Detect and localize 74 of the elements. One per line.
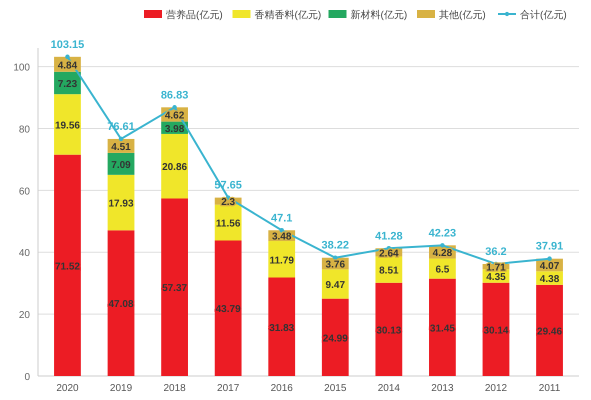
data-label: 7.23	[58, 78, 78, 90]
data-label: 17.93	[108, 198, 134, 210]
point	[65, 54, 70, 60]
data-label: 7.09	[111, 160, 132, 171]
data-label: 11.56	[216, 218, 241, 230]
data-label: 3.76	[326, 260, 346, 271]
data-label: 11.79	[269, 255, 294, 266]
y-tick-label: 40	[18, 248, 30, 260]
x-tick-label: 2011	[538, 383, 561, 394]
legend-label: 香精香料(亿元)	[254, 9, 322, 21]
data-label: 4.07	[540, 260, 560, 272]
x-tick-label: 2015	[324, 383, 347, 394]
point	[440, 243, 445, 248]
data-label: 2.3	[221, 197, 236, 208]
data-label: 6.5	[435, 264, 450, 276]
data-label: 36.2	[485, 246, 507, 258]
x-tick-label: 2012	[484, 383, 508, 394]
legend-label: 新材料(亿元)	[350, 9, 408, 21]
bar	[536, 284, 563, 376]
bar	[214, 240, 242, 376]
point	[547, 256, 552, 261]
point	[118, 136, 124, 142]
x-tick-label: 2014	[378, 383, 400, 394]
data-label: 103.15	[50, 38, 84, 51]
data-label: 71.52	[54, 261, 80, 272]
data-label: 57.37	[162, 283, 188, 294]
data-label: 41.28	[375, 230, 403, 242]
data-label: 24.99	[322, 333, 348, 344]
data-label: 9.47	[326, 280, 346, 292]
y-tick-label: 20	[18, 310, 30, 322]
x-tick-label: 2016	[270, 383, 294, 394]
data-label: 4.35	[486, 272, 506, 284]
data-label: 4.28	[432, 248, 453, 259]
data-label: 38.22	[322, 240, 350, 252]
bar	[161, 198, 188, 376]
y-tick-label: 0	[24, 372, 30, 383]
data-label: 29.46	[537, 326, 562, 338]
data-label: 42.23	[428, 227, 456, 240]
bar	[429, 278, 456, 376]
data-label: 1.71	[486, 262, 506, 274]
data-label: 19.56	[54, 120, 80, 132]
legend-label: 其他(亿元)	[439, 9, 486, 21]
data-label: 86.83	[160, 89, 188, 102]
y-tick-label: 60	[18, 186, 30, 198]
data-label: 30.14	[483, 325, 509, 336]
data-label: 2.64	[379, 248, 400, 260]
data-label: 4.51	[111, 142, 132, 153]
data-label: 4.38	[540, 274, 560, 286]
x-tick-label: 2020	[56, 383, 80, 394]
data-label: 47.1	[271, 212, 292, 224]
y-tick-label: 80	[18, 124, 30, 136]
bar	[482, 282, 510, 376]
point	[279, 228, 284, 233]
x-tick-label: 2018	[163, 383, 186, 394]
x-tick-label: 2013	[431, 383, 454, 394]
data-label: 20.86	[162, 162, 188, 174]
data-label: 3.48	[272, 232, 292, 243]
data-label: 8.51	[379, 266, 400, 277]
data-label: 47.08	[108, 299, 134, 310]
data-label: 31.83	[269, 322, 295, 334]
legend-label: 合计(亿元)	[520, 9, 567, 21]
data-label: 37.91	[536, 240, 564, 253]
bar	[54, 154, 81, 376]
data-label: 31.45	[430, 323, 456, 334]
x-tick-label: 2019	[110, 383, 133, 394]
bar	[268, 278, 296, 376]
point	[172, 105, 177, 110]
data-label: 30.13	[376, 325, 402, 336]
data-label: 43.79	[216, 304, 242, 316]
bar	[108, 230, 134, 376]
data-label: 3.98	[164, 124, 185, 135]
y-tick-label: 100	[13, 62, 30, 74]
x-tick-label: 2017	[217, 383, 240, 394]
legend-label: 营养品(亿元)	[166, 9, 223, 21]
